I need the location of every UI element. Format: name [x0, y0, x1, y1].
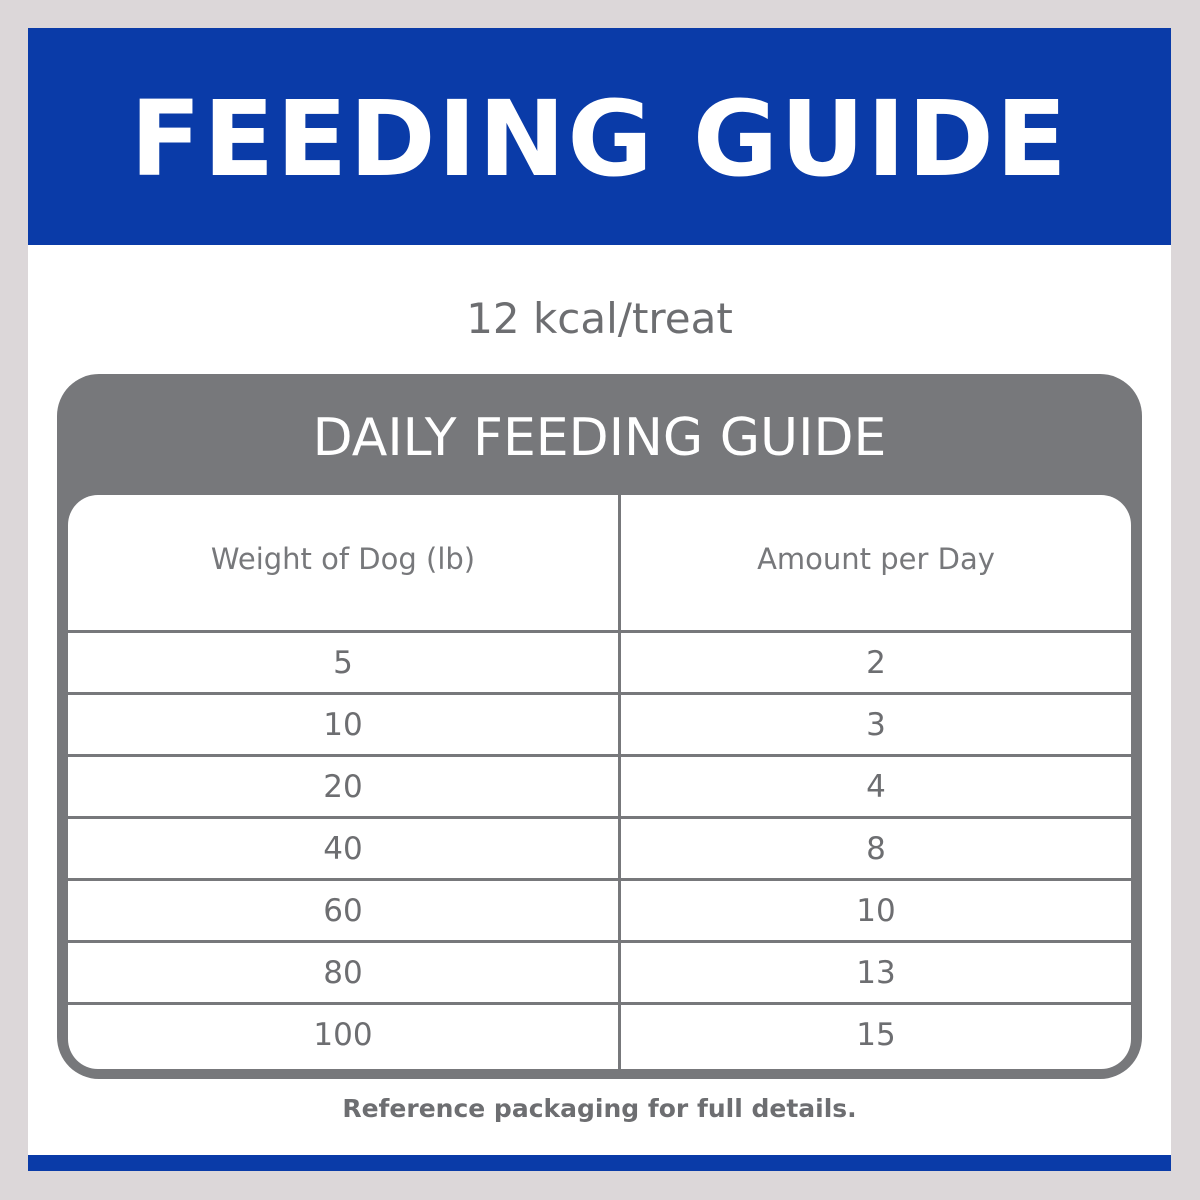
- amount-cell: 2: [866, 644, 886, 681]
- bottom-accent-bar: [28, 1155, 1171, 1171]
- column-header-amount: Amount per Day: [757, 542, 995, 576]
- table-row: 80 13: [68, 943, 1131, 1002]
- table-row: 60 10: [68, 881, 1131, 940]
- table-row: 10 3: [68, 695, 1131, 754]
- weight-cell: 40: [323, 830, 363, 867]
- daily-feeding-panel: DAILY FEEDING GUIDE Weight of Dog (lb) A…: [57, 374, 1142, 1079]
- row-divider: [68, 940, 1131, 943]
- feeding-guide-card: FEEDING GUIDE 12 kcal/treat DAILY FEEDIN…: [28, 28, 1171, 1171]
- header-divider: [68, 630, 1131, 633]
- row-divider: [68, 692, 1131, 695]
- weight-cell: 80: [323, 954, 363, 991]
- column-header-weight: Weight of Dog (lb): [210, 542, 476, 576]
- reference-note: Reference packaging for full details.: [342, 1094, 857, 1123]
- weight-cell: 5: [333, 644, 353, 681]
- feeding-table: Weight of Dog (lb) Amount per Day 5 2 10…: [68, 495, 1131, 1069]
- row-divider: [68, 754, 1131, 757]
- table-row: 40 8: [68, 819, 1131, 878]
- amount-cell: 4: [866, 768, 886, 805]
- weight-cell: 10: [323, 706, 363, 743]
- amount-cell: 13: [856, 954, 896, 991]
- row-divider: [68, 878, 1131, 881]
- panel-title: DAILY FEEDING GUIDE: [312, 408, 887, 468]
- column-divider: [618, 495, 621, 1069]
- amount-cell: 15: [856, 1016, 896, 1053]
- weight-cell: 60: [323, 892, 363, 929]
- row-divider: [68, 1002, 1131, 1005]
- calorie-info: 12 kcal/treat: [466, 294, 733, 343]
- weight-cell: 100: [313, 1016, 373, 1053]
- row-divider: [68, 816, 1131, 819]
- page-title: FEEDING GUIDE: [130, 77, 1069, 200]
- amount-cell: 10: [856, 892, 896, 929]
- header-banner: FEEDING GUIDE: [28, 28, 1171, 245]
- amount-cell: 3: [866, 706, 886, 743]
- table-row: 20 4: [68, 757, 1131, 816]
- table-row: 5 2: [68, 633, 1131, 692]
- table-row: 100 15: [68, 1005, 1131, 1064]
- amount-cell: 8: [866, 830, 886, 867]
- weight-cell: 20: [323, 768, 363, 805]
